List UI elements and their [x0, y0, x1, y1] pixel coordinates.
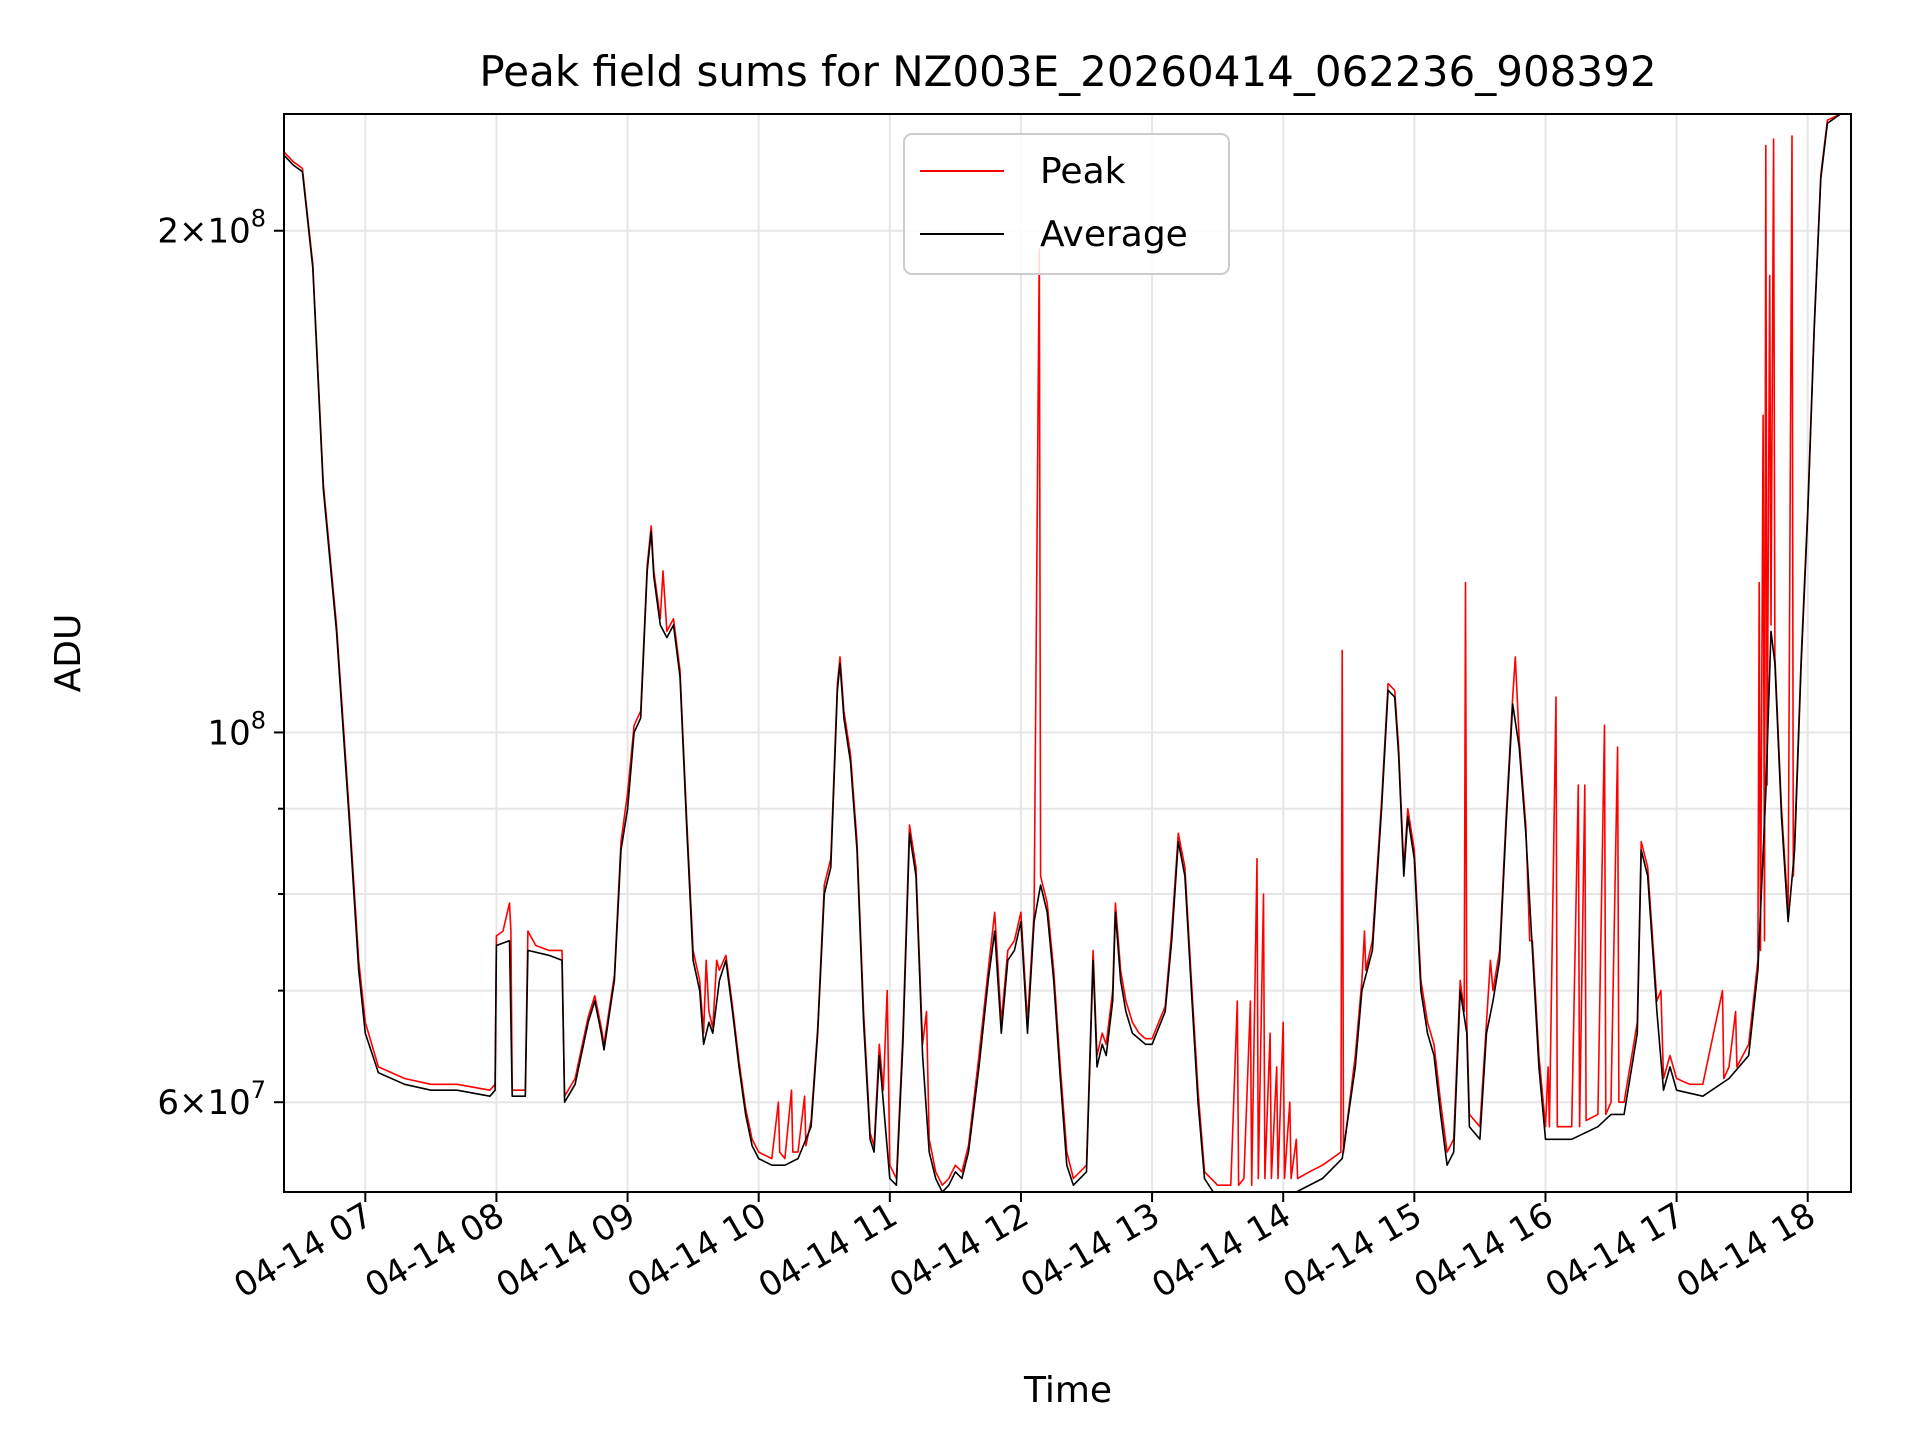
y-axis-label: ADU [48, 614, 89, 693]
y-tick-mantissa: 6×10 [157, 1083, 250, 1123]
y-tick-exponent: 7 [251, 1076, 266, 1104]
legend-label-average: Average [1040, 214, 1188, 255]
x-axis-label: Time [1023, 1370, 1112, 1411]
y-tick-label: 108 [207, 706, 266, 753]
y-tick-exponent: 8 [251, 706, 266, 734]
y-tick-label: 2×108 [157, 205, 266, 252]
y-tick-exponent: 8 [251, 205, 266, 233]
y-tick-mantissa: 2×10 [157, 212, 250, 252]
legend: Peak Average [903, 133, 1230, 275]
plot-frame [283, 113, 1852, 1193]
series-line-average [284, 114, 1851, 1192]
legend-label-peak: Peak [1040, 151, 1126, 192]
y-tick-label: 6×107 [157, 1076, 266, 1123]
grid [284, 114, 1851, 1192]
series-line-peak [284, 114, 1851, 1186]
y-tick-mantissa: 10 [207, 713, 250, 753]
legend-box [903, 133, 1230, 275]
chart-title: Peak field sums for NZ003E_20260414_0622… [479, 47, 1656, 96]
series-layer [284, 114, 1851, 1192]
